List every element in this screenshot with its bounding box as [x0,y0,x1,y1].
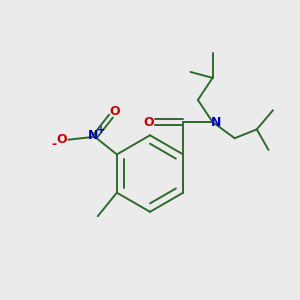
Text: +: + [97,125,105,135]
Text: O: O [56,133,67,146]
Text: N: N [211,116,222,128]
Text: O: O [109,105,120,118]
Text: N: N [88,129,98,142]
Text: O: O [143,116,154,128]
Text: -: - [52,139,57,152]
